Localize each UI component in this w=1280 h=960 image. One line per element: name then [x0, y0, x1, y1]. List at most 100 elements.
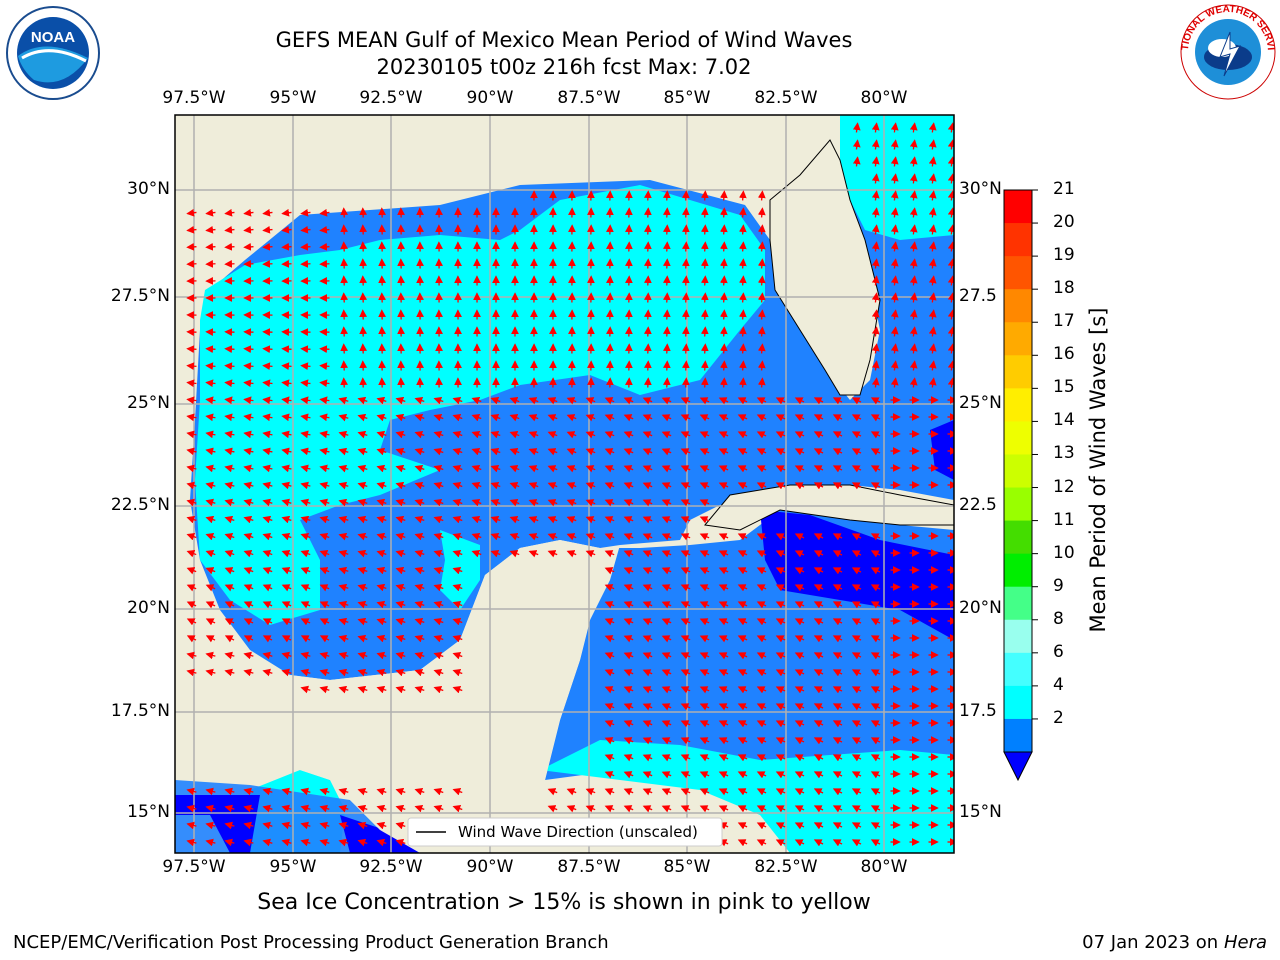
- wind-wave-arrow: [224, 567, 235, 575]
- wind-wave-arrow: [680, 601, 691, 609]
- map-legend: [407, 817, 723, 847]
- wind-wave-arrow: [300, 498, 311, 507]
- wind-wave-arrow: [757, 275, 766, 286]
- wind-wave-arrow: [338, 634, 349, 643]
- wind-wave-arrow: [224, 464, 235, 473]
- wind-wave-arrow: [547, 550, 558, 558]
- wind-wave-arrow: [794, 771, 805, 779]
- wind-wave-arrow: [909, 190, 918, 201]
- wind-wave-arrow: [623, 669, 634, 677]
- wind-wave-arrow: [414, 634, 425, 643]
- wind-wave-arrow: [871, 173, 880, 184]
- wind-wave-arrow: [395, 583, 406, 592]
- wind-wave-arrow: [661, 771, 672, 779]
- wind-wave-arrow: [528, 550, 539, 558]
- wind-wave-arrow: [205, 668, 216, 677]
- wind-wave-arrow: [738, 360, 747, 371]
- wind-wave-arrow: [433, 396, 444, 405]
- wind-wave-arrow: [642, 635, 653, 643]
- wind-wave-arrow: [718, 669, 729, 677]
- wind-wave-arrow: [566, 516, 577, 524]
- wind-wave-arrow: [870, 533, 881, 541]
- wind-wave-arrow: [737, 754, 748, 762]
- wind-wave-arrow: [642, 652, 653, 660]
- wind-wave-arrow: [300, 208, 311, 217]
- wind-wave-arrow: [719, 275, 728, 286]
- wind-wave-arrow: [281, 804, 292, 813]
- wind-wave-arrow: [319, 362, 330, 371]
- wind-wave-arrow: [851, 754, 862, 762]
- wind-wave-arrow: [490, 499, 501, 507]
- wind-wave-arrow: [414, 549, 425, 558]
- wind-wave-arrow: [452, 583, 463, 592]
- wind-wave-arrow: [947, 241, 954, 252]
- wind-wave-arrow: [300, 618, 311, 626]
- wind-wave-arrow: [794, 550, 805, 558]
- wind-wave-arrow: [300, 685, 311, 694]
- wind-wave-arrow: [205, 601, 216, 609]
- wind-wave-arrow: [338, 532, 349, 541]
- wind-wave-arrow: [852, 122, 861, 133]
- wind-wave-arrow: [205, 362, 216, 371]
- wind-wave-arrow: [757, 207, 766, 218]
- wind-wave-arrow: [566, 465, 577, 473]
- wind-wave-arrow: [224, 550, 235, 558]
- wind-wave-arrow: [757, 309, 766, 320]
- wind-wave-arrow: [243, 651, 254, 660]
- wind-wave-arrow: [319, 618, 330, 626]
- wind-wave-arrow: [794, 788, 805, 796]
- wind-wave-arrow: [566, 397, 577, 405]
- wind-wave-arrow: [756, 601, 767, 609]
- colorbar-segment: [1004, 454, 1032, 489]
- gulf-water-light-west: [195, 185, 765, 625]
- wind-wave-arrow: [224, 635, 235, 643]
- wind-wave-arrow: [775, 822, 786, 830]
- wind-wave-arrow: [775, 618, 786, 626]
- wind-wave-arrow: [623, 618, 634, 626]
- wind-wave-arrow: [813, 669, 824, 677]
- wind-wave-arrow: [928, 224, 937, 235]
- wind-wave-arrow: [775, 567, 786, 575]
- wind-wave-arrow: [813, 482, 824, 490]
- wind-wave-arrow: [662, 241, 671, 252]
- wind-wave-arrow: [585, 805, 596, 813]
- wind-wave-arrow: [547, 516, 558, 524]
- wind-wave-arrow: [224, 481, 235, 490]
- wind-wave-arrow: [738, 377, 747, 388]
- wind-wave-arrow: [186, 208, 197, 217]
- wind-wave-arrow: [319, 242, 330, 251]
- wind-wave-arrow: [813, 805, 824, 813]
- lon-top-label: 87.5°W: [557, 88, 621, 108]
- wind-wave-arrow: [832, 482, 843, 490]
- wind-wave-arrow: [642, 448, 653, 456]
- wind-wave-arrow: [414, 498, 425, 507]
- wind-wave-arrow: [243, 567, 254, 575]
- wind-wave-arrow: [319, 601, 330, 609]
- wind-wave-arrow: [262, 584, 273, 592]
- wind-wave-arrow: [642, 805, 653, 813]
- wind-wave-arrow: [547, 448, 558, 456]
- wind-wave-arrow: [281, 481, 292, 490]
- wind-wave-arrow: [338, 549, 349, 558]
- wind-wave-arrow: [662, 309, 671, 320]
- wind-wave-arrow: [186, 413, 197, 422]
- wind-wave-arrow: [890, 258, 899, 269]
- wind-wave-arrow: [623, 414, 634, 422]
- wind-wave-arrow: [699, 533, 710, 541]
- wind-wave-arrow: [681, 224, 690, 235]
- wind-wave-arrow: [205, 447, 216, 456]
- wind-wave-arrow: [262, 345, 273, 354]
- wind-wave-arrow: [205, 635, 216, 643]
- wind-wave-arrow: [870, 788, 881, 796]
- wind-wave-arrow: [262, 550, 273, 558]
- wind-wave-arrow: [243, 208, 254, 217]
- wind-wave-arrow: [794, 669, 805, 677]
- wind-wave-arrow: [186, 379, 197, 388]
- wind-wave-arrow: [794, 652, 805, 660]
- wind-wave-arrow: [813, 533, 824, 541]
- wind-wave-arrow: [604, 431, 615, 439]
- wind-wave-arrow: [719, 292, 728, 303]
- colorbar-tick-label: 13: [1053, 443, 1075, 464]
- wind-wave-arrow: [681, 258, 690, 269]
- wind-wave-arrow: [205, 651, 216, 660]
